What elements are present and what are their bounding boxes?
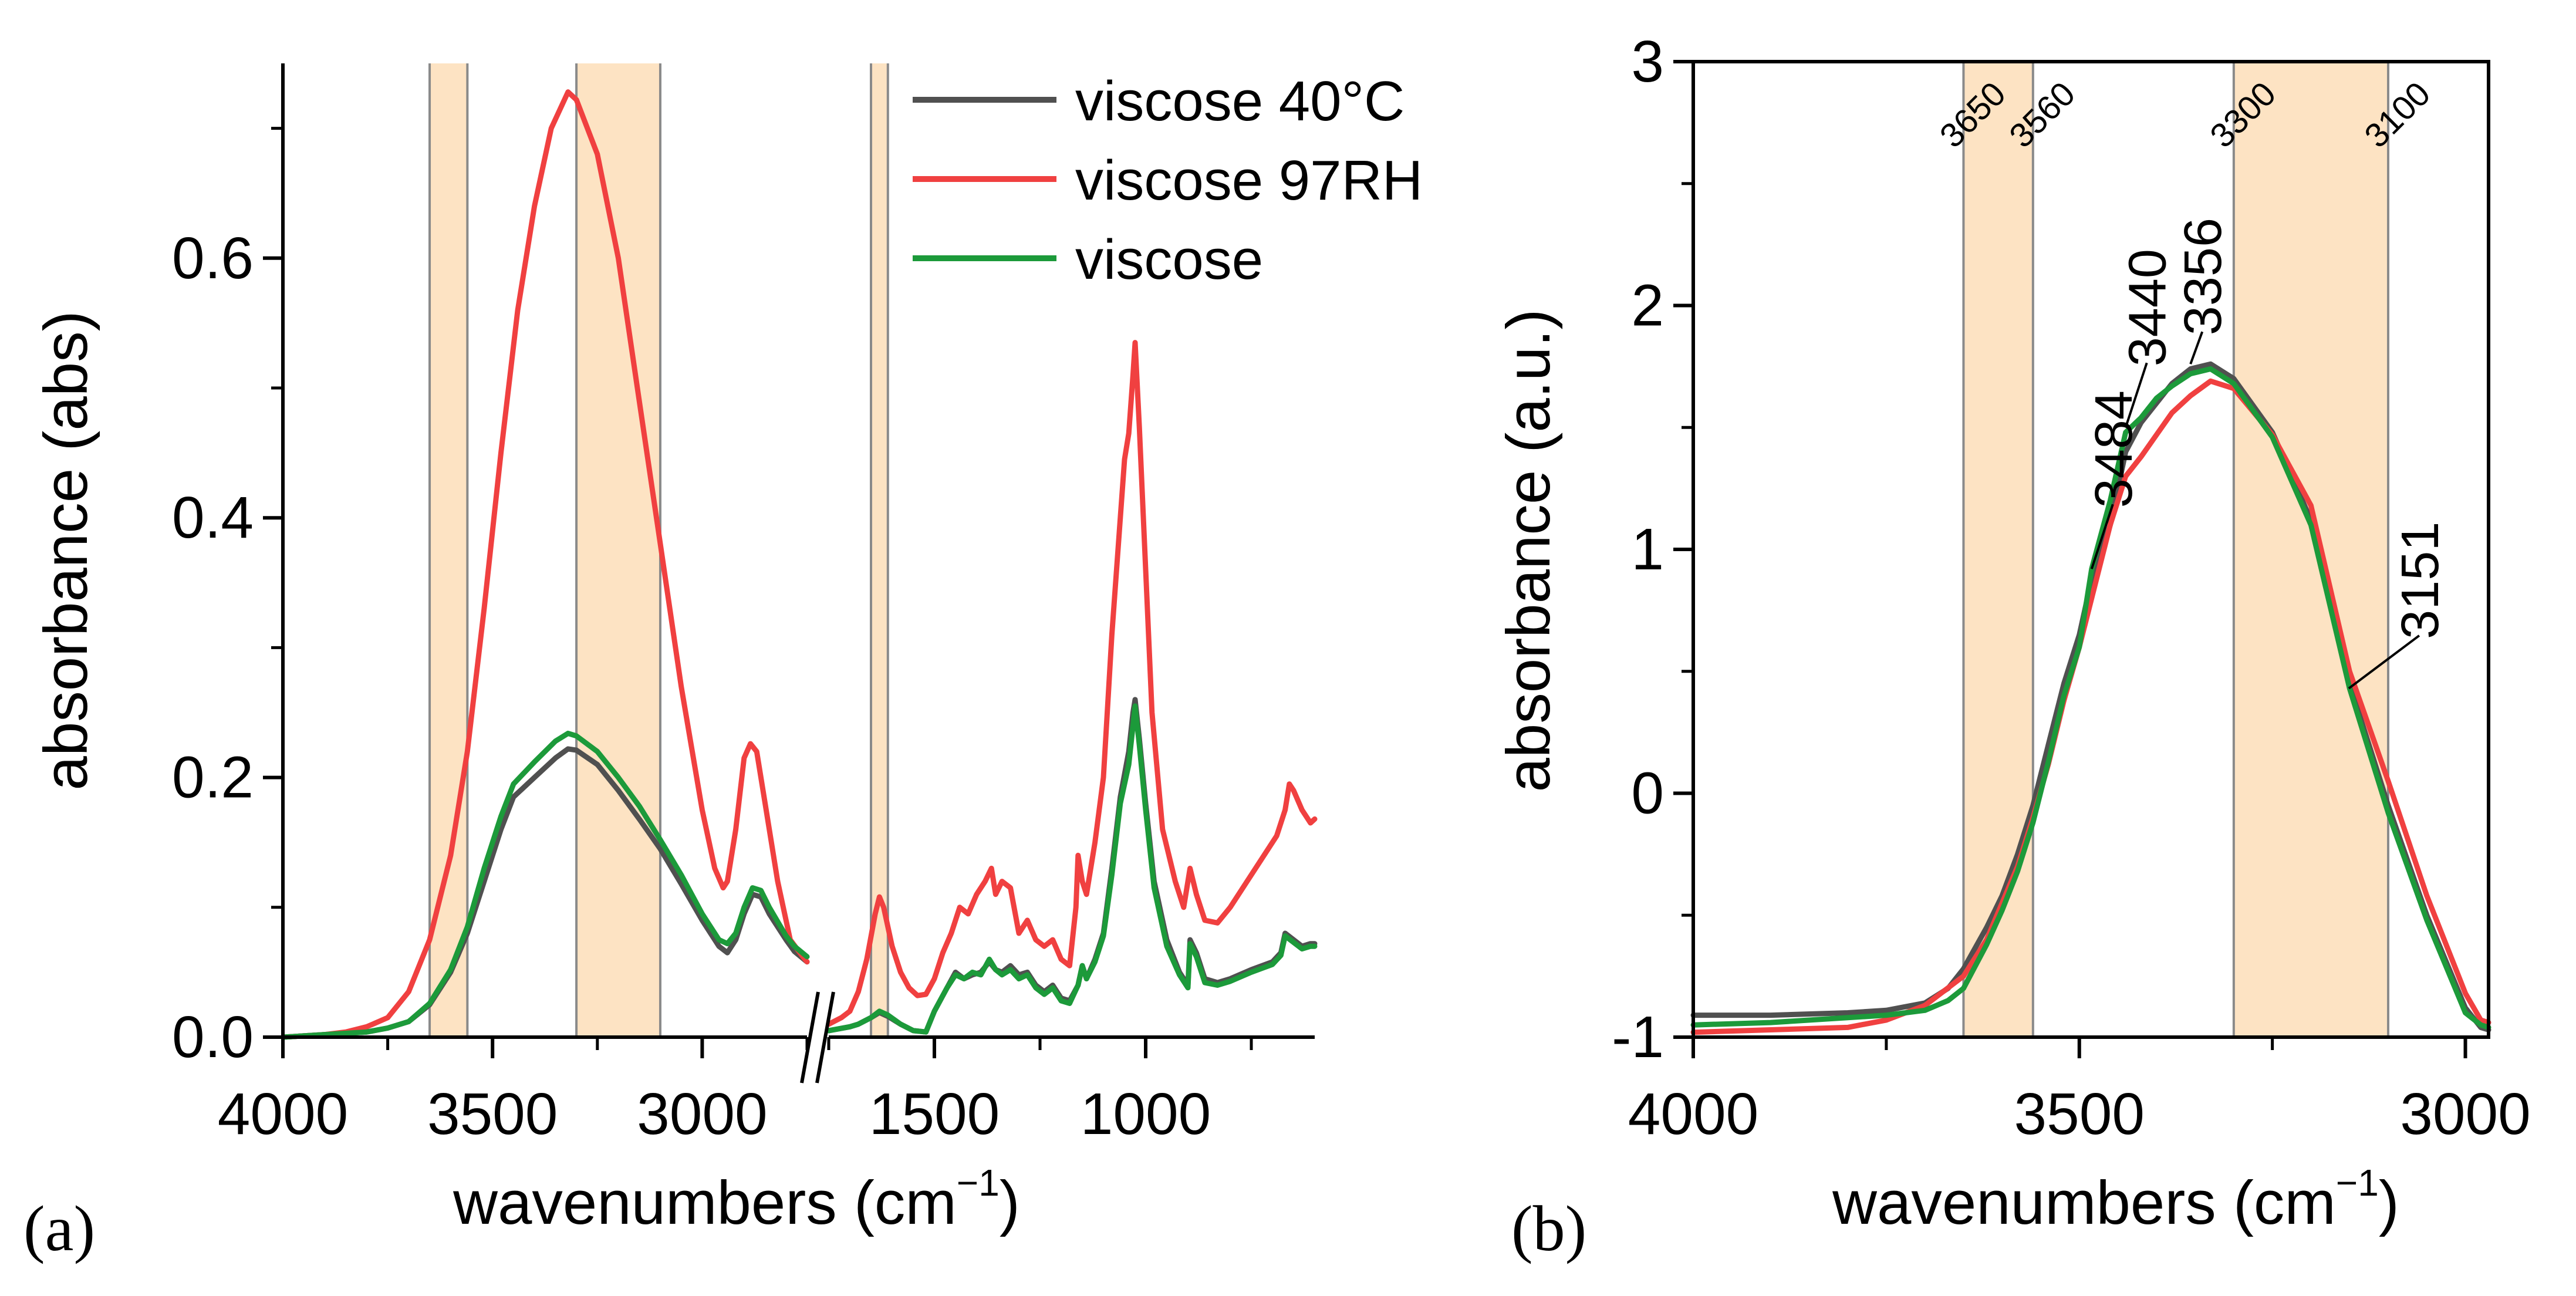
x-tick-label-3500: 3500: [427, 1081, 558, 1147]
annotation-label-3484: 3484: [2085, 390, 2143, 508]
panel-a-x-axis-title: wavenumbers (cm−1): [453, 1162, 1020, 1237]
x-tick-label-3000: 3000: [637, 1081, 767, 1147]
panel-b-x-ticks: 4000 3500 3000: [1628, 1037, 2531, 1147]
band-3650-3560: [430, 63, 468, 1037]
annotation-label-3356: 3356: [2174, 218, 2233, 335]
series-viscose-40-c-segment-0: [280, 746, 810, 1040]
panel-b-x-axis-title-sup: −1: [2336, 1162, 2379, 1204]
annotation-line-3440: [2124, 362, 2148, 428]
panel-a-x-axis-title-sup: −1: [957, 1162, 1000, 1204]
series-viscose-segment-0: [280, 730, 810, 1040]
x-tick-label-4000: 4000: [218, 1081, 348, 1147]
panel-a-x-axis-title-close: ): [1000, 1169, 1020, 1237]
y-tick-label-0.6: 0.6: [172, 225, 254, 291]
legend-entry-viscose-97rh: viscose 97RH: [913, 149, 1423, 212]
band-3300-3100: [576, 63, 660, 1037]
legend-entry-viscose-40c: viscose 40°C: [913, 70, 1405, 133]
annotation-line-3356: [2189, 331, 2204, 365]
y-tick-label-0: 0: [1631, 761, 1664, 826]
annotation-line-3151: [2348, 635, 2420, 690]
panel-a-axes: [281, 63, 1315, 1084]
annotation-line-3484: [2090, 504, 2114, 569]
panel-b-bands: [1962, 62, 2389, 1037]
y-tick-label-0.0: 0.0: [172, 1004, 254, 1070]
panel-b-y-ticks: -1 0 1 2 3: [1612, 29, 1693, 1070]
y-tick-label-2: 2: [1631, 273, 1664, 339]
legend-label-viscose-40c: viscose 40°C: [1075, 70, 1405, 133]
series-viscose-97rh-segment-0: [280, 89, 810, 1040]
panel-b-x-axis-title-close: ): [2379, 1169, 2399, 1237]
legend-label-viscose-97rh: viscose 97RH: [1075, 149, 1423, 212]
panel-a-x-axis-title-text: wavenumbers (cm: [453, 1169, 957, 1237]
y-tick-label-1: 1: [1631, 517, 1664, 582]
y-tick-label--1: -1: [1612, 1004, 1664, 1070]
series-viscose-97rh: [1690, 378, 2491, 1035]
panel-b-x-axis-title: wavenumbers (cm−1): [1832, 1162, 2399, 1237]
panel-a-chart: 4000 3500 3000 1500 1000 0.0 0.2 0.4 0.6 absorb…: [23, 63, 1423, 1264]
series-viscose-segment-1: [826, 703, 1318, 1035]
panel-b-label: (b): [1511, 1193, 1586, 1264]
y-tick-label-3: 3: [1631, 29, 1664, 95]
series-viscose-40-c-segment-1: [826, 697, 1318, 1035]
legend-entry-viscose: viscose: [913, 228, 1263, 291]
panel-a-series: [280, 89, 1318, 1040]
series-viscose-97rh-segment-1: [826, 340, 1318, 1027]
y-tick-label-0.2: 0.2: [172, 745, 254, 811]
x-tick-label-3000: 3000: [2400, 1081, 2530, 1147]
panel-b-y-axis-title: absorbance (a.u.): [1494, 309, 1563, 792]
panel-a-bands: [428, 63, 889, 1037]
x-tick-label-3500: 3500: [2014, 1081, 2145, 1147]
x-tick-label-1000: 1000: [1081, 1081, 1211, 1147]
y-tick-label-0.4: 0.4: [172, 485, 254, 551]
panel-a-y-axis-title: absorbance (abs): [32, 310, 100, 790]
x-tick-label-4000: 4000: [1628, 1081, 1758, 1147]
panel-a-legend: viscose 40°C viscose 97RH viscose: [913, 70, 1423, 291]
x-tick-label-1500: 1500: [869, 1081, 1000, 1147]
band-3650-3560: [1963, 62, 2033, 1037]
legend-label-viscose: viscose: [1075, 228, 1263, 291]
band-1650-1610: [871, 63, 888, 1037]
annotation-label-3440: 3440: [2119, 249, 2177, 366]
panel-a-y-ticks: 0.0 0.2 0.4 0.6: [172, 127, 283, 1070]
panel-b-x-axis-title-text: wavenumbers (cm: [1832, 1169, 2336, 1237]
band-3300-3100: [2233, 62, 2388, 1037]
axis-break-marker: [800, 991, 835, 1084]
panel-a-label: (a): [23, 1193, 95, 1264]
panel-a-x-ticks: 4000 3500 3000 1500 1000: [218, 1037, 1253, 1147]
annotation-label-3151: 3151: [2391, 522, 2450, 639]
